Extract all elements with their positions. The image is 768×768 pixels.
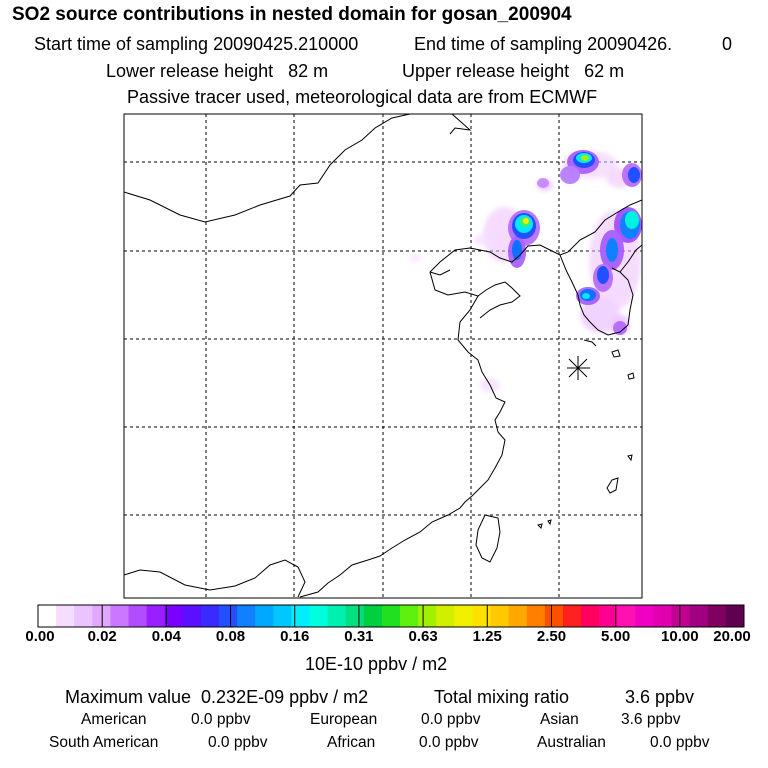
colorbar-swatch	[110, 605, 130, 627]
colorbar-swatch	[436, 605, 455, 627]
colorbar-swatch	[56, 605, 75, 627]
colorbar-tick-label: 1.25	[472, 628, 502, 645]
colorbar-tick-label: 10.00	[661, 628, 699, 645]
total-mixing-ratio-value: 3.6 ppbv	[625, 687, 695, 707]
graticule	[124, 114, 642, 598]
colorbar-swatch	[490, 605, 510, 627]
total-mixing-ratio-label: Total mixing ratio	[434, 687, 570, 707]
region-name: African	[327, 734, 376, 751]
colorbar-swatch	[508, 605, 528, 627]
colorbar-swatch	[526, 605, 546, 627]
colorbar-swatch	[38, 605, 57, 627]
colorbar-tick-label: 0.02	[87, 628, 117, 645]
colorbar-swatch	[200, 605, 220, 627]
region-name: South American	[49, 734, 159, 751]
colorbar-swatch	[128, 605, 148, 627]
start-time-label: Start time of sampling 20090425.210000	[34, 34, 359, 54]
colorbar-tick-label: 20.00	[713, 628, 751, 645]
end-time-suffix: 0	[722, 34, 733, 54]
upper-release-height: Upper release height 62 m	[402, 61, 625, 81]
colorbar-swatch	[327, 605, 347, 627]
colorbar-swatch	[725, 605, 745, 627]
colorbar-tick-label: 2.50	[536, 628, 567, 645]
release-site-marker	[567, 356, 590, 380]
colorbar-swatch	[653, 605, 673, 627]
region-name: American	[81, 711, 147, 728]
colorbar-swatch	[472, 605, 492, 627]
colorbar-tick-label: 0.00	[25, 628, 55, 645]
high-concentration	[512, 152, 640, 301]
colorbar-swatch	[146, 605, 166, 627]
colorbar-tick-label: 0.31	[344, 628, 374, 645]
region-value: 0.0 ppbv	[208, 734, 268, 751]
colorbar-swatch	[309, 605, 329, 627]
region-value: 0.0 ppbv	[421, 711, 481, 728]
colorbar-swatch	[581, 605, 600, 627]
region-value: 0.0 ppbv	[191, 711, 251, 728]
colorbar-swatch	[92, 605, 111, 627]
concentration-field	[409, 150, 642, 392]
colorbar-tick-label: 0.08	[215, 628, 246, 645]
page-title: SO2 source contributions in nested domai…	[12, 4, 572, 25]
colorbar	[37, 604, 745, 628]
region-value: 3.6 ppbv	[621, 711, 681, 728]
colorbar-swatch	[544, 605, 564, 627]
colorbar-tick-label: 0.04	[151, 628, 181, 645]
colorbar-swatch	[635, 605, 654, 627]
region-name: Australian	[537, 734, 606, 751]
region-value: 0.0 ppbv	[650, 734, 710, 751]
colorbar-swatch	[219, 605, 238, 627]
region-name: Asian	[540, 711, 579, 728]
region-name: European	[310, 711, 378, 728]
colorbar-frame	[37, 604, 745, 628]
colorbar-swatch	[617, 605, 636, 627]
colorbar-tick-label: 5.00	[601, 628, 631, 645]
colorbar-tick-label: 0.63	[408, 628, 438, 645]
colorbar-swatch	[599, 605, 618, 627]
colorbar-swatch	[454, 605, 473, 627]
colorbar-swatch	[418, 605, 437, 627]
colorbar-swatch	[671, 605, 691, 627]
colorbar-swatch	[255, 605, 274, 627]
tracer-note: Passive tracer used, meteorological data…	[127, 87, 598, 107]
colorbar-swatch	[707, 605, 727, 627]
colorbar-units: 10E-10 ppbv / m2	[305, 654, 448, 674]
colorbar-swatch	[689, 605, 709, 627]
coastlines	[124, 114, 642, 598]
colorbar-swatch	[562, 605, 582, 627]
colorbar-swatch	[291, 605, 311, 627]
region-value: 0.0 ppbv	[419, 734, 479, 751]
lower-release-height: Lower release height 82 m	[106, 61, 329, 81]
colorbar-swatch	[363, 605, 383, 627]
colorbar-swatch	[400, 605, 419, 627]
colorbar-swatch	[345, 605, 365, 627]
colorbar-swatch	[164, 605, 184, 627]
end-time-label: End time of sampling 20090426.	[414, 34, 673, 54]
colorbar-swatch	[74, 605, 93, 627]
colorbar-swatch	[182, 605, 202, 627]
colorbar-swatch	[273, 605, 292, 627]
colorbar-swatch	[237, 605, 256, 627]
map-frame	[123, 113, 643, 599]
colorbar-swatch	[381, 605, 401, 627]
maximum-value: Maximum value 0.232E-09 ppbv / m2	[65, 687, 369, 707]
map-area	[124, 114, 642, 598]
colorbar-tick-label: 0.16	[280, 628, 310, 645]
